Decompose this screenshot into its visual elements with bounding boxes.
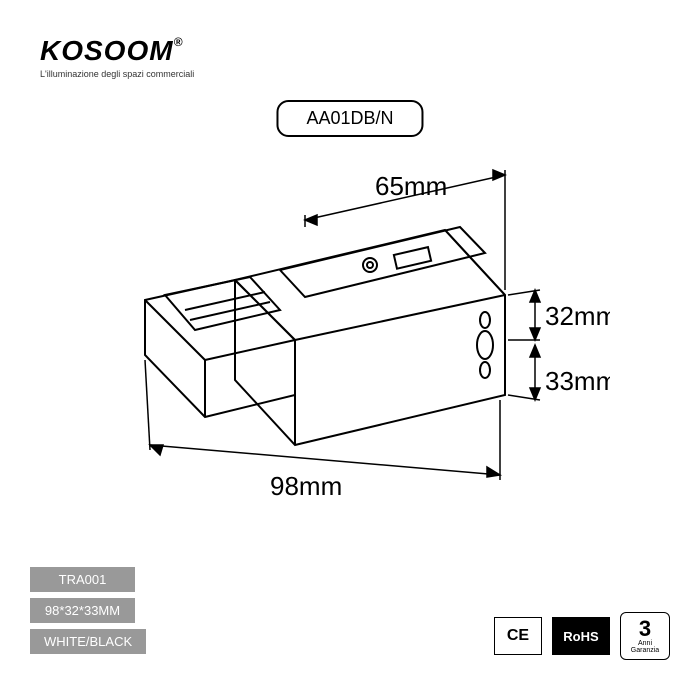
dim-98: 98mm xyxy=(270,471,342,501)
ce-mark: CE xyxy=(494,617,542,655)
brand-logo: KOSOOM® xyxy=(40,35,194,67)
brand-tagline: L'illuminazione degli spazi commerciali xyxy=(40,69,194,79)
warranty-badge: 3 Anni Garanzia xyxy=(620,612,670,660)
rohs-mark: RoHS xyxy=(552,617,610,655)
tag-size: 98*32*33MM xyxy=(30,598,135,623)
tag-colors: WHITE/BLACK xyxy=(30,629,146,654)
certifications: CE RoHS 3 Anni Garanzia xyxy=(494,612,670,660)
model-badge: AA01DB/N xyxy=(276,100,423,137)
spec-tags: TRA001 98*32*33MM WHITE/BLACK xyxy=(30,567,146,660)
dim-33: 33mm xyxy=(545,366,610,396)
technical-drawing: 65mm 32mm 33mm 98mm xyxy=(90,165,610,545)
dim-32: 32mm xyxy=(545,301,610,331)
tag-series: TRA001 xyxy=(30,567,135,592)
dim-65: 65mm xyxy=(375,171,447,201)
